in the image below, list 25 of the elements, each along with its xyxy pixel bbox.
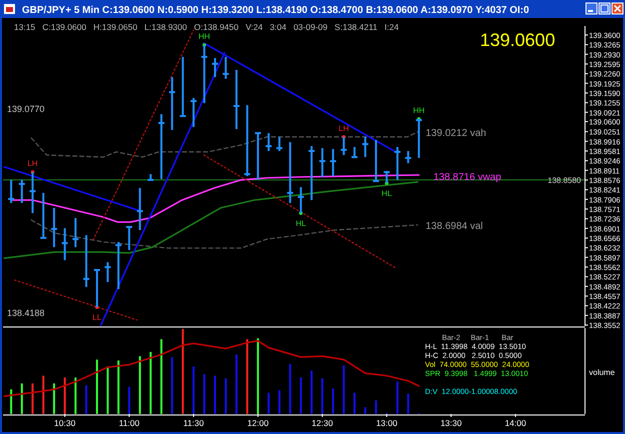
annotation: 138.8716 vwap [433,172,502,183]
annotation: LL [92,313,102,322]
annotation: HH [198,32,210,42]
x-tick-label: 12:30 [312,418,334,428]
x-tick-label: 11:00 [118,418,140,428]
annotation: LH [338,124,350,133]
chart-subtitle: 13:15 C:139.0600 H:139.0650 L:138.9300 O:138.9450 V:24 3:04 03-09-09 S:138.4211 I:24 [14,22,399,32]
x-tick-label: 12:00 [247,418,269,428]
annotation: HH [413,106,425,115]
annotation: 138.4188 [7,308,45,318]
x-tick-label: 11:30 [183,418,204,428]
annotation: 138.6984 val [426,220,483,232]
x-tick-label: 10:30 [54,418,76,428]
annotation: LH [28,159,38,168]
x-tick-label: 13:30 [440,418,462,428]
ref-line-label: 138.8580 [548,176,582,185]
annotation: HL [296,219,307,228]
x-tick-label: 13:00 [376,418,398,428]
chart-title: GBP/JPY+ 5 Min C:139.0600 N:0.5900 H:139.3200 L:138.4190 O:138.4700 B:139.0600 A:139.0970 Y:4037 OI:0 [22,5,530,16]
annotation: 139.0600 [480,30,556,50]
annotation: HL [382,189,392,198]
annotation: 139.0212 vah [426,128,486,139]
y-axis-title: volume [589,368,616,377]
annotation: 139.0770 [7,104,45,114]
x-tick-label: 14:00 [504,418,526,428]
